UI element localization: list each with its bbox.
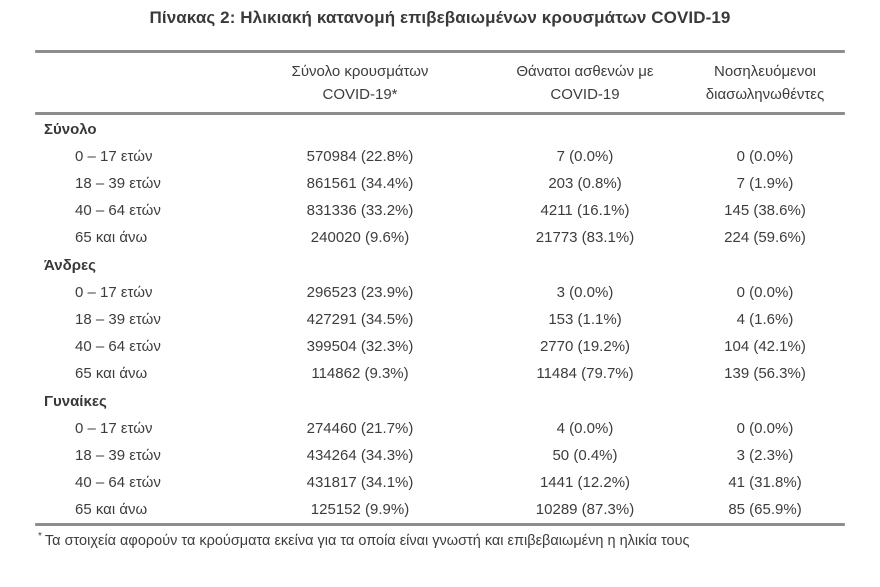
intubated-cell: 7 (1.9%) <box>736 175 794 192</box>
table-bottom-rule <box>35 523 845 526</box>
table-row: 18 – 39 ετών 434264 (34.3%) 50 (0.4%) 3 … <box>35 442 845 469</box>
table-row: 65 και άνω 114862 (9.3%) 11484 (79.7%) 1… <box>35 360 845 387</box>
column-header-intubated: Νοσηλευόμενοι διασωληνωθέντες <box>685 60 845 106</box>
intubated-cell: 4 (1.6%) <box>736 311 794 328</box>
intubated-cell: 145 (38.6%) <box>724 202 806 219</box>
age-group-cell: 0 – 17 ετών <box>75 148 153 165</box>
cases-cell: 427291 (34.5%) <box>306 311 414 328</box>
intubated-cell: 0 (0.0%) <box>736 284 794 301</box>
age-group-cell: 0 – 17 ετών <box>75 284 153 301</box>
age-group-cell: 40 – 64 ετών <box>75 474 161 491</box>
section-total: Σύνολο 0 – 17 ετών 570984 (22.8%) 7 (0.0… <box>35 115 845 251</box>
age-group-cell: 65 και άνω <box>75 501 148 518</box>
table-row: 65 και άνω 240020 (9.6%) 21773 (83.1%) 2… <box>35 224 845 251</box>
footnote-asterisk: * <box>38 531 42 542</box>
deaths-cell: 50 (0.4%) <box>552 447 618 464</box>
age-group-cell: 65 και άνω <box>75 229 148 246</box>
intubated-cell: 224 (59.6%) <box>724 229 806 246</box>
section-title: Γυναίκες <box>44 393 107 410</box>
column-header-text: COVID-19 <box>550 86 620 103</box>
deaths-cell: 10289 (87.3%) <box>535 501 635 518</box>
column-header-text: Σύνολο κρουσμάτων <box>291 63 429 80</box>
intubated-cell: 0 (0.0%) <box>736 420 794 437</box>
intubated-cell: 104 (42.1%) <box>724 338 806 355</box>
table-row: 0 – 17 ετών 570984 (22.8%) 7 (0.0%) 0 (0… <box>35 143 845 170</box>
deaths-cell: 203 (0.8%) <box>548 175 622 192</box>
intubated-cell: 41 (31.8%) <box>728 474 802 491</box>
section-title: Άνδρες <box>44 257 96 274</box>
age-distribution-table: Σύνολο κρουσμάτων COVID-19* Θάνατοι ασθε… <box>35 50 845 549</box>
deaths-cell: 7 (0.0%) <box>556 148 614 165</box>
cases-cell: 434264 (34.3%) <box>306 447 414 464</box>
section-men: Άνδρες 0 – 17 ετών 296523 (23.9%) 3 (0.0… <box>35 251 845 387</box>
table-header-row: Σύνολο κρουσμάτων COVID-19* Θάνατοι ασθε… <box>35 53 845 112</box>
deaths-cell: 4 (0.0%) <box>556 420 614 437</box>
cases-cell: 831336 (33.2%) <box>306 202 414 219</box>
cases-cell: 240020 (9.6%) <box>310 229 410 246</box>
table-top-rule <box>35 50 845 53</box>
intubated-cell: 85 (65.9%) <box>728 501 802 518</box>
column-header-deaths: Θάνατοι ασθενών με COVID-19 <box>485 60 685 106</box>
column-header-text: Θάνατοι ασθενών με <box>516 63 654 80</box>
cases-cell: 861561 (34.4%) <box>306 175 414 192</box>
section-title: Σύνολο <box>44 121 97 138</box>
cases-cell: 570984 (22.8%) <box>306 148 414 165</box>
deaths-cell: 4211 (16.1%) <box>540 202 630 219</box>
table-row: 18 – 39 ετών 427291 (34.5%) 153 (1.1%) 4… <box>35 306 845 333</box>
page-title: Πίνακας 2: Ηλικιακή κατανομή επιβεβαιωμέ… <box>149 8 731 27</box>
table-row: 65 και άνω 125152 (9.9%) 10289 (87.3%) 8… <box>35 496 845 523</box>
table-row: 18 – 39 ετών 861561 (34.4%) 203 (0.8%) 7… <box>35 170 845 197</box>
column-header-blank <box>35 60 235 106</box>
cases-cell: 399504 (32.3%) <box>306 338 414 355</box>
table-row: 0 – 17 ετών 274460 (21.7%) 4 (0.0%) 0 (0… <box>35 415 845 442</box>
intubated-cell: 3 (2.3%) <box>736 447 794 464</box>
header-separator-rule <box>35 112 845 115</box>
column-header-text: COVID-19* <box>322 86 398 103</box>
table-row: 0 – 17 ετών 296523 (23.9%) 3 (0.0%) 0 (0… <box>35 279 845 306</box>
footnote-text: Τα στοιχεία αφορούν τα κρούσματα εκείνα … <box>44 532 690 549</box>
age-group-cell: 40 – 64 ετών <box>75 338 161 355</box>
table-row: 40 – 64 ετών 399504 (32.3%) 2770 (19.2%)… <box>35 333 845 360</box>
column-header-text: διασωληνωθέντες <box>705 86 825 103</box>
deaths-cell: 2770 (19.2%) <box>539 338 631 355</box>
section-women: Γυναίκες 0 – 17 ετών 274460 (21.7%) 4 (0… <box>35 387 845 523</box>
deaths-cell: 11484 (79.7%) <box>536 365 634 382</box>
age-group-cell: 18 – 39 ετών <box>75 175 161 192</box>
intubated-cell: 139 (56.3%) <box>724 365 806 382</box>
cases-cell: 114862 (9.3%) <box>311 365 409 382</box>
table-row: 40 – 64 ετών 431817 (34.1%) 1441 (12.2%)… <box>35 469 845 496</box>
cases-cell: 274460 (21.7%) <box>306 420 414 437</box>
age-group-cell: 40 – 64 ετών <box>75 202 161 219</box>
cases-cell: 431817 (34.1%) <box>306 474 414 491</box>
cases-cell: 296523 (23.9%) <box>306 284 414 301</box>
age-group-cell: 18 – 39 ετών <box>75 447 161 464</box>
age-group-cell: 18 – 39 ετών <box>75 311 161 328</box>
age-group-cell: 0 – 17 ετών <box>75 420 153 437</box>
deaths-cell: 3 (0.0%) <box>556 284 614 301</box>
age-group-cell: 65 και άνω <box>75 365 148 382</box>
table-row: 40 – 64 ετών 831336 (33.2%) 4211 (16.1%)… <box>35 197 845 224</box>
deaths-cell: 21773 (83.1%) <box>535 229 635 246</box>
cases-cell: 125152 (9.9%) <box>310 501 410 518</box>
deaths-cell: 1441 (12.2%) <box>539 474 631 491</box>
column-header-cases: Σύνολο κρουσμάτων COVID-19* <box>235 60 485 106</box>
intubated-cell: 0 (0.0%) <box>736 148 794 165</box>
deaths-cell: 153 (1.1%) <box>548 311 622 328</box>
table-footnote: * Τα στοιχεία αφορούν τα κρούσματα εκείνα… <box>35 531 845 549</box>
column-header-text: Νοσηλευόμενοι <box>713 63 816 80</box>
